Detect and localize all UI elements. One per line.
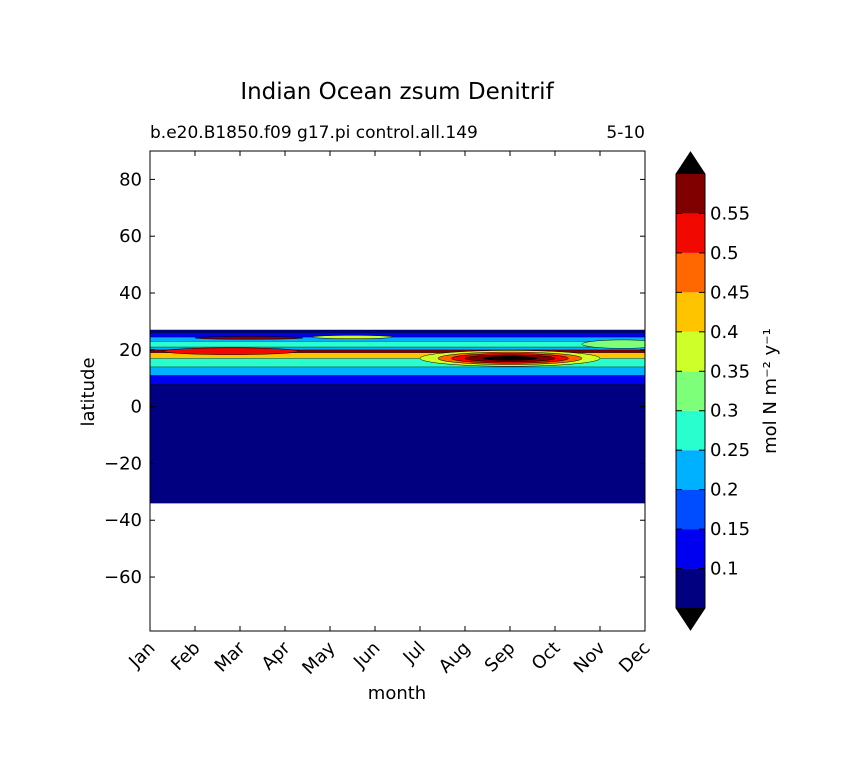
- colorbar-tick-label: 0.35: [710, 361, 750, 382]
- y-axis: 80 60 40 20 0 −20 −40 −60: [104, 169, 645, 588]
- colorbar-over-arrow: [676, 152, 705, 174]
- x-tick-label: Nov: [570, 637, 610, 677]
- y-tick-label: 0: [131, 397, 142, 418]
- colorbar-tick-label: 0.25: [710, 440, 750, 461]
- colorbar-outline: [675, 151, 706, 631]
- colorbar-segment: [676, 371, 705, 411]
- data-band: [150, 341, 645, 348]
- x-tick-label: Aug: [435, 638, 475, 678]
- colorbar-under-arrow: [676, 608, 705, 630]
- y-tick-label: −40: [104, 510, 142, 531]
- data-band: [150, 383, 645, 504]
- x-tick-label: Oct: [528, 638, 565, 675]
- colorbar-segment: [676, 331, 705, 372]
- colorbar-segment: [676, 529, 705, 569]
- chart-title: Indian Ocean zsum Denitrif: [240, 79, 554, 105]
- plot-frame: [149, 150, 646, 632]
- data-feature: [163, 347, 299, 355]
- colorbar-label: mol N m⁻² y⁻¹: [760, 328, 781, 454]
- colorbar-segment: [676, 292, 705, 332]
- data-feature: [581, 339, 645, 349]
- colorbar-segment: [676, 252, 705, 293]
- chart-subtitle-right: 5-10: [606, 123, 645, 143]
- plot-area: [150, 329, 645, 504]
- colorbar-tick-label: 0.1: [710, 559, 739, 580]
- colorbar-segment: [676, 174, 705, 214]
- colorbar-segment: [676, 213, 705, 253]
- y-tick-label: −60: [104, 567, 142, 588]
- x-tick-label: Sep: [481, 638, 520, 677]
- colorbar-segment: [676, 450, 705, 490]
- colorbar-tick-label: 0.3: [710, 401, 739, 422]
- y-tick-label: 40: [119, 283, 142, 304]
- x-tick-label: Jul: [399, 638, 430, 669]
- data-feature: [311, 335, 394, 339]
- x-tick-label: Feb: [167, 638, 204, 675]
- x-tick-label: Mar: [211, 637, 250, 676]
- colorbar-segment: [676, 568, 705, 608]
- colorbar: 0.1 0.15 0.2 0.25 0.3 0.35 0.4 0.45 0.5 0.55: [675, 151, 750, 631]
- x-axis-label: month: [368, 683, 426, 704]
- y-axis-label: latitude: [78, 357, 99, 426]
- colorbar-tick-label: 0.2: [710, 480, 739, 501]
- data-feature: [194, 336, 304, 340]
- y-tick-label: −20: [104, 453, 142, 474]
- chart-subtitle-left: b.e20.B1850.f09 g17.pi control.all.149: [150, 123, 478, 143]
- colorbar-tick-label: 0.45: [710, 282, 750, 303]
- data-feature: [482, 356, 538, 361]
- colorbar-tick-label: 0.15: [710, 519, 750, 540]
- colorbar-tick-label: 0.5: [710, 243, 739, 264]
- colorbar-segment: [676, 489, 705, 530]
- data-band: [150, 366, 645, 376]
- x-tick-label: May: [298, 637, 339, 678]
- data-band: [150, 375, 645, 385]
- x-tick-label: Jun: [349, 638, 384, 673]
- x-axis: Jan Feb Mar Apr May Jun Jul Aug Sep Oct Nov Dec: [124, 151, 655, 679]
- x-tick-label: Dec: [615, 638, 654, 677]
- y-tick-label: 20: [119, 340, 142, 361]
- colorbar-tick-label: 0.55: [710, 203, 750, 224]
- colorbar-segment: [676, 410, 705, 451]
- x-tick-label: Jan: [124, 638, 159, 673]
- data-band: [150, 329, 645, 334]
- y-tick-label: 80: [119, 169, 142, 190]
- y-tick-label: 60: [119, 226, 142, 247]
- colorbar-tick-label: 0.4: [710, 322, 739, 343]
- x-tick-label: Apr: [258, 637, 295, 674]
